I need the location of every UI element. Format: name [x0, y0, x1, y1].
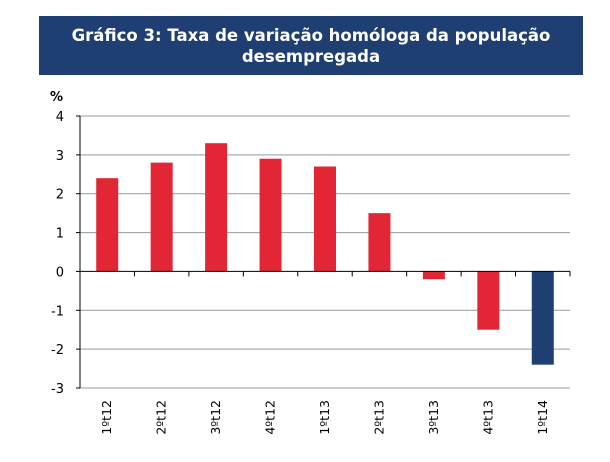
x-tick-label: 2ºt13	[371, 400, 386, 435]
x-tick-label: 4ºt13	[480, 400, 495, 435]
bar-1ºt14	[531, 271, 554, 365]
x-tick-label: 1ºt14	[535, 400, 550, 435]
chart-title: Gráfico 3: Taxa de variação homóloga da …	[71, 25, 551, 66]
bar-2ºt12	[150, 162, 173, 272]
bar-3ºt13	[422, 271, 445, 280]
x-tick-label: 2ºt12	[154, 400, 169, 435]
y-tick-label: 0	[56, 265, 64, 280]
y-tick-label: 1	[56, 227, 64, 242]
x-tick-label: 1ºt12	[99, 400, 114, 435]
bar-4ºt13	[477, 271, 500, 330]
y-tick-label: 2	[56, 188, 64, 203]
y-axis-label: %	[50, 90, 63, 105]
chart-title-bar: Gráfico 3: Taxa de variação homóloga da …	[39, 16, 583, 75]
bar-1ºt12	[96, 178, 119, 272]
y-tick-label: -2	[51, 343, 64, 358]
y-tick-label: -3	[51, 382, 64, 397]
bar-3ºt12	[205, 143, 228, 272]
y-tick-label: 4	[56, 110, 64, 125]
y-tick-label: 3	[56, 149, 64, 164]
x-tick-label: 3ºt12	[208, 400, 223, 435]
bar-2ºt13	[368, 213, 391, 272]
x-tick-label: 4ºt12	[263, 400, 278, 435]
y-tick-label: -1	[51, 304, 64, 319]
x-tick-label: 3ºt13	[426, 400, 441, 435]
x-tick-label: 1ºt13	[317, 400, 332, 435]
bar-4ºt12	[259, 158, 282, 272]
bar-1ºt13	[314, 166, 336, 272]
